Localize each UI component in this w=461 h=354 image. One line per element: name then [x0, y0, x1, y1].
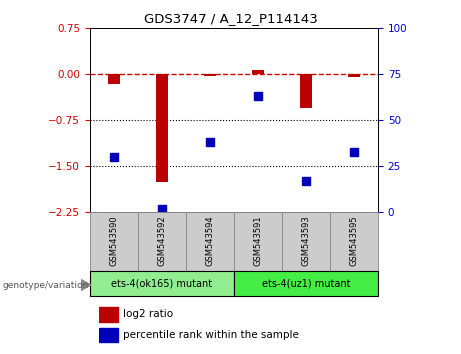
FancyBboxPatch shape [330, 212, 378, 271]
Text: log2 ratio: log2 ratio [123, 309, 173, 319]
Point [350, 149, 358, 154]
Point [206, 139, 213, 145]
FancyBboxPatch shape [90, 271, 234, 296]
Text: genotype/variation: genotype/variation [2, 281, 89, 290]
FancyBboxPatch shape [234, 271, 378, 296]
Text: GSM543591: GSM543591 [254, 215, 262, 266]
Polygon shape [81, 279, 91, 291]
Point [302, 178, 310, 184]
FancyBboxPatch shape [186, 212, 234, 271]
Point [110, 154, 118, 160]
Point [254, 93, 262, 99]
Bar [204, 74, 216, 75]
Bar [300, 74, 312, 108]
Text: GSM543594: GSM543594 [206, 215, 214, 266]
Text: percentile rank within the sample: percentile rank within the sample [123, 330, 299, 340]
Text: ets-4(uz1) mutant: ets-4(uz1) mutant [262, 278, 350, 288]
Bar [156, 74, 168, 182]
Text: GSM543595: GSM543595 [349, 215, 359, 266]
Text: GSM543590: GSM543590 [109, 215, 118, 266]
Text: ets-4(ok165) mutant: ets-4(ok165) mutant [112, 278, 213, 288]
Text: GSM543592: GSM543592 [157, 215, 166, 266]
FancyBboxPatch shape [234, 212, 282, 271]
FancyBboxPatch shape [282, 212, 330, 271]
Point [158, 206, 165, 212]
Bar [99, 307, 118, 321]
Text: GDS3747 / A_12_P114143: GDS3747 / A_12_P114143 [144, 12, 317, 25]
Text: GSM543593: GSM543593 [301, 215, 311, 266]
Bar [348, 74, 360, 78]
Bar [252, 70, 264, 74]
FancyBboxPatch shape [138, 212, 186, 271]
Bar [99, 327, 118, 342]
Bar [108, 74, 120, 84]
FancyBboxPatch shape [90, 212, 138, 271]
